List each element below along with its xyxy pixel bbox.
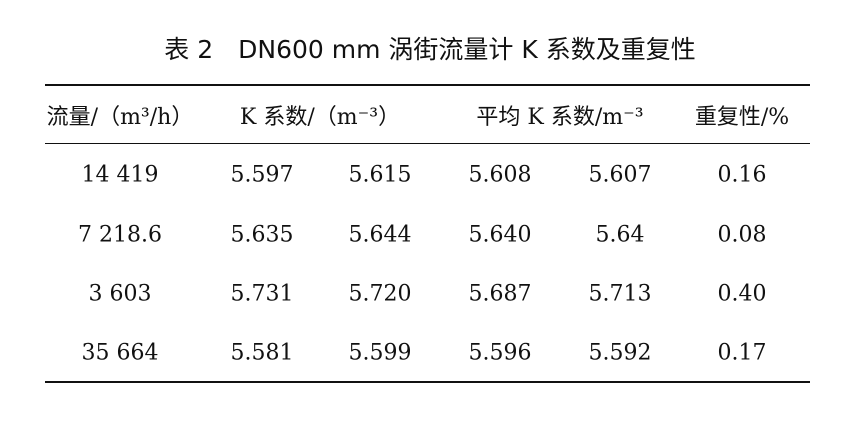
header-cell: 流量/（m³/h） [46, 105, 194, 130]
header-rule [45, 143, 810, 144]
table-cell: 5.635 [230, 222, 294, 248]
table-title: 表 2 DN600 mm 涡街流量计 K 系数及重复性 [164, 35, 696, 64]
table-cell: 5.615 [348, 162, 412, 188]
table-cell: 0.17 [717, 340, 767, 366]
header-cell: K 系数/（m⁻³） [239, 105, 401, 130]
table-cell: 5.713 [588, 281, 652, 307]
table-cell: 5.644 [348, 222, 412, 248]
table-cell: 5.599 [348, 340, 412, 366]
table-cell: 0.16 [717, 162, 767, 188]
table-cell: 5.720 [348, 281, 412, 307]
table-cell: 5.592 [588, 340, 652, 366]
table-cell: 3 603 [88, 281, 152, 307]
bottom-rule [45, 381, 810, 383]
table-cell: 5.687 [468, 281, 532, 307]
top-rule [45, 84, 810, 86]
table-cell: 0.08 [717, 222, 767, 248]
table-cell: 5.640 [468, 222, 532, 248]
table-cell: 0.40 [717, 281, 767, 307]
table-cell: 5.596 [468, 340, 532, 366]
table-cell: 5.581 [230, 340, 294, 366]
table-cell: 14 419 [81, 162, 159, 188]
table-cell: 35 664 [81, 340, 159, 366]
table-cell: 5.731 [230, 281, 294, 307]
table-cell: 7 218.6 [78, 222, 162, 248]
table-cell: 5.608 [468, 162, 532, 188]
header-cell: 重复性/% [694, 105, 790, 130]
header-cell: 平均 K 系数/m⁻³ [476, 105, 644, 130]
table-cell: 5.607 [588, 162, 652, 188]
table-cell: 5.64 [595, 222, 645, 248]
table-cell: 5.597 [230, 162, 294, 188]
